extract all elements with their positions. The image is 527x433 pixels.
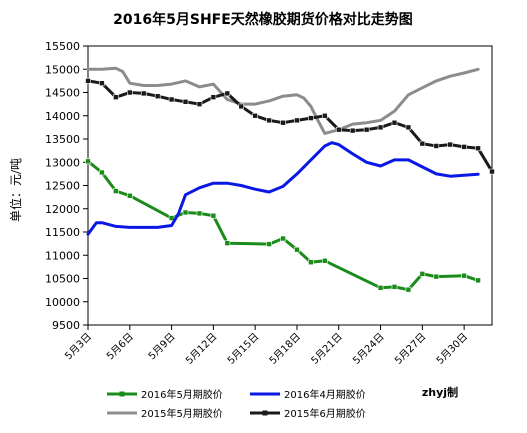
series-point-3 bbox=[447, 141, 454, 148]
y-tick-label: 13500 bbox=[45, 133, 80, 146]
series-point-3 bbox=[377, 124, 384, 131]
y-tick-label: 10500 bbox=[45, 273, 80, 286]
legend-label: 2015年5月期胶价 bbox=[141, 407, 223, 420]
series-point-3 bbox=[489, 168, 495, 175]
x-tick-label: 5月3日 bbox=[62, 331, 94, 363]
x-tick-label: 5月30日 bbox=[434, 331, 470, 367]
series-point-0 bbox=[224, 240, 231, 246]
series-point-0 bbox=[126, 192, 133, 199]
x-tick-label: 5月9日 bbox=[146, 331, 178, 363]
y-tick-label: 14000 bbox=[45, 110, 80, 123]
series-point-3 bbox=[266, 117, 272, 124]
series-point-3 bbox=[154, 93, 161, 100]
series-point-3 bbox=[113, 94, 119, 100]
series-point-0 bbox=[405, 286, 412, 293]
series-point-0 bbox=[196, 210, 203, 217]
credit-label: zhyj制 bbox=[422, 385, 458, 399]
series-point-3 bbox=[238, 103, 245, 110]
y-tick-label: 11000 bbox=[45, 249, 80, 262]
x-tick-label: 5月18日 bbox=[267, 331, 303, 367]
series-point-3 bbox=[461, 144, 467, 150]
x-tick-label: 5月6日 bbox=[104, 331, 136, 363]
y-tick-label: 15500 bbox=[45, 40, 80, 53]
y-tick-label: 11500 bbox=[45, 226, 80, 239]
series-point-3 bbox=[140, 90, 147, 97]
series-point-3 bbox=[322, 112, 328, 119]
y-tick-label: 12500 bbox=[45, 180, 80, 193]
plot-frame bbox=[87, 45, 493, 326]
series-point-0 bbox=[391, 284, 398, 290]
series-point-0 bbox=[433, 273, 440, 280]
series-point-0 bbox=[85, 158, 91, 165]
x-tick-label: 5月15日 bbox=[225, 331, 261, 367]
legend-label: 2016年4月期胶价 bbox=[284, 388, 366, 401]
series-point-3 bbox=[210, 94, 217, 100]
plot-area: 9500 10000 10500 11000 11500 12000 12500 13000 1… bbox=[45, 40, 495, 367]
legend-label: 2016年5月期胶价 bbox=[141, 388, 223, 401]
series-point-0 bbox=[280, 235, 286, 242]
series-line-2 bbox=[86, 66, 480, 135]
series-point-3 bbox=[196, 101, 203, 107]
y-tick-label: 9500 bbox=[52, 319, 80, 332]
legend-marker bbox=[119, 391, 125, 397]
series-point-3 bbox=[308, 115, 314, 121]
series-point-3 bbox=[294, 117, 300, 124]
series-point-0 bbox=[168, 215, 175, 221]
legend-marker bbox=[262, 410, 268, 416]
series-point-3 bbox=[99, 80, 105, 86]
x-tick-label: 5月27日 bbox=[392, 331, 428, 367]
series-point-0 bbox=[210, 212, 217, 219]
series-point-3 bbox=[433, 143, 440, 149]
series-point-3 bbox=[335, 126, 342, 133]
legend-label: 2015年6月期胶价 bbox=[284, 407, 366, 420]
series-point-0 bbox=[308, 259, 314, 266]
series-point-3 bbox=[168, 96, 175, 103]
y-tick-label: 14500 bbox=[45, 87, 80, 100]
series-point-0 bbox=[294, 246, 300, 253]
y-tick-label: 15000 bbox=[45, 63, 80, 76]
x-tick-label: 5月12日 bbox=[183, 331, 219, 367]
series-point-3 bbox=[349, 127, 356, 134]
chart-title: 2016年5月SHFE天然橡胶期货价格对比走势图 bbox=[113, 11, 413, 28]
series-point-0 bbox=[182, 209, 189, 216]
series-point-0 bbox=[99, 169, 105, 176]
series-point-3 bbox=[182, 99, 189, 105]
y-tick-label: 12000 bbox=[45, 203, 80, 216]
series-point-0 bbox=[461, 272, 467, 279]
y-tick-label: 10000 bbox=[45, 296, 80, 309]
series-point-3 bbox=[126, 89, 133, 96]
series-point-3 bbox=[405, 124, 412, 131]
legend: 2016年5月期胶价 2016年4月期胶价 2015年5月期胶价 2015年6月期胶价 bbox=[107, 388, 366, 420]
series-point-3 bbox=[391, 119, 398, 126]
series-point-0 bbox=[113, 188, 119, 194]
series-point-0 bbox=[377, 284, 384, 291]
y-axis-label: 单位：元/吨 bbox=[8, 158, 23, 222]
x-tick-label: 5月24日 bbox=[351, 331, 387, 367]
series-point-0 bbox=[266, 241, 272, 247]
series-point-3 bbox=[85, 78, 91, 84]
series-point-0 bbox=[322, 258, 328, 264]
x-tick-label: 5月21日 bbox=[309, 331, 345, 367]
series-point-0 bbox=[475, 277, 481, 284]
series-point-0 bbox=[419, 271, 426, 277]
series-point-3 bbox=[224, 90, 231, 97]
series-line-0 bbox=[86, 159, 480, 292]
series-line-1 bbox=[86, 141, 480, 236]
series-point-3 bbox=[475, 145, 481, 152]
series-point-3 bbox=[363, 126, 370, 133]
series-point-3 bbox=[280, 119, 286, 126]
y-tick-label: 13000 bbox=[45, 156, 80, 169]
series-point-3 bbox=[419, 140, 426, 147]
series-point-3 bbox=[252, 112, 258, 119]
